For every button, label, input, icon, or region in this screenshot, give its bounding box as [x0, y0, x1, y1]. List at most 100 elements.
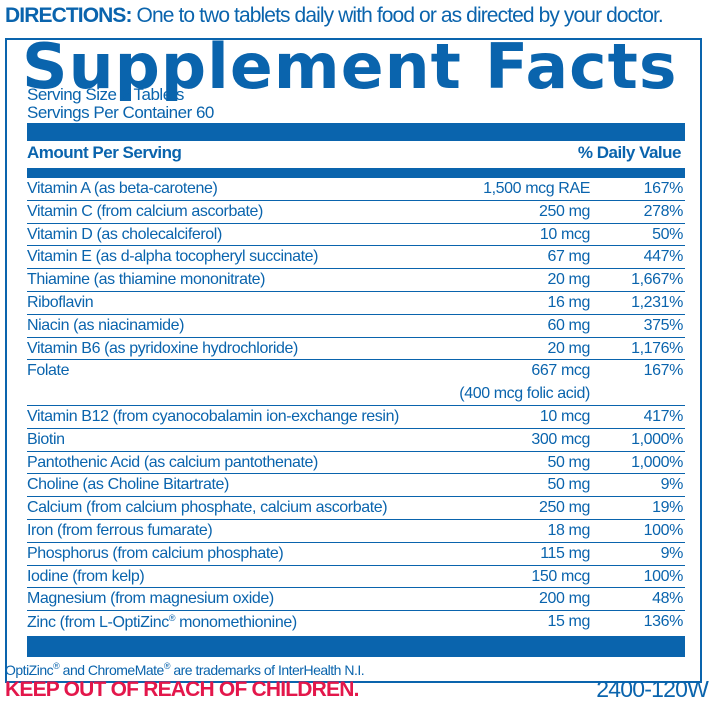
nutrient-daily-value: 1,000%	[631, 453, 683, 471]
nutrient-daily-value: 48%	[652, 590, 683, 608]
trademark-text: are trademarks of InterHealth N.I.	[169, 662, 365, 678]
nutrient-name: Choline (as Choline Bitartrate)	[27, 476, 229, 494]
nutrient-row: Vitamin E (as d-alpha tocopheryl succina…	[27, 246, 685, 270]
trademark-text: and ChromeMate	[59, 662, 165, 678]
nutrient-name: Magnesium (from magnesium oxide)	[27, 590, 274, 608]
nutrient-daily-value: 1,176%	[631, 339, 683, 357]
nutrient-name-part: monomethionine)	[175, 614, 297, 632]
nutrient-amount: 20 mg	[547, 339, 591, 357]
nutrient-amount: 60 mg	[547, 316, 591, 334]
servings-per-container: Servings Per Container 60	[27, 103, 214, 122]
directions-label: DIRECTIONS:	[5, 4, 133, 27]
supplement-facts-panel	[5, 38, 702, 683]
nutrient-row: Vitamin D (as cholecalciferol) 10 mcg 50%	[27, 224, 685, 247]
nutrient-amount: 67 mg	[547, 248, 591, 266]
amount-per-serving-header: Amount Per Serving	[27, 143, 182, 162]
nutrient-daily-value: 136%	[643, 613, 684, 631]
nutrient-amount: 667 mcg	[531, 362, 590, 380]
nutrient-amount: 150 mcg	[531, 567, 590, 585]
nutrient-row: Zinc (from L-OptiZinc® monomethionine) 15…	[27, 611, 685, 634]
nutrient-daily-value: 1,231%	[631, 293, 683, 311]
nutrient-daily-value: 167%	[643, 362, 684, 380]
nutrient-row: Thiamine (as thiamine mononitrate) 20 mg 1…	[27, 269, 685, 292]
nutrient-amount: 50 mg	[547, 453, 591, 471]
registered-mark: ®	[53, 661, 60, 671]
divider-bar-bottom	[27, 636, 685, 657]
nutrient-row: Niacin (as niacinamide) 60 mg 375%	[27, 315, 685, 338]
nutrient-daily-value: 100%	[643, 567, 684, 585]
nutrient-daily-value: 278%	[643, 202, 684, 220]
nutrient-amount: 250 mg	[539, 499, 590, 517]
nutrient-row: Choline (as Choline Bitartrate) 50 mg 9%	[27, 474, 685, 498]
nutrient-amount: 115 mg	[540, 544, 590, 562]
nutrient-daily-value: 9%	[660, 476, 684, 494]
nutrient-amount: 16 mg	[547, 293, 591, 311]
product-code: 2400-120W	[596, 676, 709, 702]
nutrient-amount: 1,500 mcg RAE	[483, 180, 590, 197]
directions-text: One to two tablets daily with food or as…	[136, 4, 664, 27]
nutrient-amount: 50 mg	[547, 476, 591, 494]
nutrient-name: Vitamin D (as cholecalciferol)	[27, 225, 222, 243]
directions: DIRECTIONS: One to two tablets daily wit…	[5, 4, 664, 28]
nutrient-amount: 200 mg	[539, 590, 590, 608]
nutrient-row: Vitamin C (from calcium ascorbate) 250 mg…	[27, 201, 685, 224]
nutrient-name: Phosphorus (from calcium phosphate)	[27, 544, 284, 562]
nutrient-name: Iodine (from kelp)	[27, 567, 145, 585]
nutrient-name: Vitamin B12 (from cyanocobalamin ion-exc…	[27, 407, 399, 425]
trademark-note: OptiZinc® and ChromeMate® are trademarks…	[5, 661, 365, 678]
nutrient-daily-value: 50%	[652, 225, 683, 243]
nutrient-daily-value: 375%	[643, 316, 684, 334]
nutrient-name: Riboflavin	[27, 293, 94, 311]
nutrient-row: Iodine (from kelp) 150 mcg 100%	[27, 566, 685, 589]
nutrient-row: Riboflavin 16 mg 1,231%	[27, 292, 685, 315]
child-warning: KEEP OUT OF REACH OF CHILDREN.	[5, 678, 359, 701]
divider-bar-thick	[27, 123, 685, 141]
nutrient-name: Pantothenic Acid (as calcium pantothenat…	[27, 453, 318, 471]
nutrient-amount-note: (400 mcg folic acid)	[459, 385, 590, 403]
nutrient-row: Vitamin B12 (from cyanocobalamin ion-exc…	[27, 406, 685, 429]
nutrient-daily-value: 167%	[643, 180, 684, 197]
nutrient-name: Calcium (from calcium phosphate, calcium…	[27, 499, 388, 517]
serving-size: Serving Size 2 Tablets	[27, 85, 184, 104]
nutrient-row: Iron (from ferrous fumarate) 18 mg 100%	[27, 520, 685, 543]
nutrient-row: Vitamin A (as beta-carotene) 1,500 mcg RA…	[27, 178, 685, 201]
nutrient-amount: 15 mg	[547, 613, 591, 631]
nutrient-amount: 250 mg	[539, 202, 590, 220]
nutrient-name: Vitamin B6 (as pyridoxine hydrochloride)	[27, 339, 298, 357]
nutrient-name: Folate	[27, 362, 70, 380]
nutrient-name: Zinc (from L-OptiZinc® monomethionine)	[27, 613, 297, 632]
nutrient-name: Niacin (as niacinamide)	[27, 316, 185, 334]
registered-mark: ®	[163, 661, 171, 671]
nutrient-row: Vitamin B6 (as pyridoxine hydrochloride)…	[27, 338, 685, 361]
nutrient-table: Vitamin A (as beta-carotene) 1,500 mcg RA…	[27, 178, 685, 634]
nutrient-name: Vitamin A (as beta-carotene)	[27, 180, 218, 197]
nutrient-name: Biotin	[27, 430, 65, 448]
nutrient-daily-value: 19%	[652, 499, 683, 517]
nutrient-daily-value: 9%	[660, 544, 684, 562]
nutrient-row: Calcium (from calcium phosphate, calcium…	[27, 497, 685, 520]
nutrient-daily-value: 100%	[643, 521, 684, 539]
table-header: Amount Per Serving % Daily Value	[27, 143, 685, 167]
nutrient-daily-value: 447%	[643, 248, 684, 266]
nutrient-row: Magnesium (from magnesium oxide) 200 mg 48…	[27, 588, 685, 612]
nutrient-row: Pantothenic Acid (as calcium pantothenat…	[27, 452, 685, 475]
panel-title: Supplement Facts	[22, 30, 678, 103]
registered-mark: ®	[168, 613, 176, 624]
nutrient-name: Iron (from ferrous fumarate)	[27, 521, 213, 539]
nutrient-name: Vitamin E (as d-alpha tocopheryl succina…	[27, 248, 319, 266]
nutrient-daily-value: 1,667%	[631, 271, 683, 289]
nutrient-daily-value: 1,000%	[631, 430, 683, 448]
nutrient-daily-value: 417%	[643, 407, 684, 425]
trademark-text: OptiZinc	[5, 662, 54, 678]
daily-value-header: % Daily Value	[577, 143, 682, 162]
nutrient-row: Folate 667 mcg (400 mcg folic acid) 167%	[27, 360, 685, 406]
nutrient-row: Phosphorus (from calcium phosphate) 115 m…	[27, 543, 685, 566]
nutrient-name: Vitamin C (from calcium ascorbate)	[27, 202, 263, 220]
nutrient-name-part: Zinc (from L-OptiZinc	[27, 614, 169, 632]
divider-bar	[27, 168, 685, 178]
nutrient-name: Thiamine (as thiamine mononitrate)	[27, 271, 266, 289]
nutrient-amount: 20 mg	[547, 271, 591, 289]
nutrient-amount: 10 mcg	[539, 407, 590, 425]
nutrient-amount: 18 mg	[547, 521, 591, 539]
nutrient-amount: 300 mcg	[531, 430, 590, 448]
